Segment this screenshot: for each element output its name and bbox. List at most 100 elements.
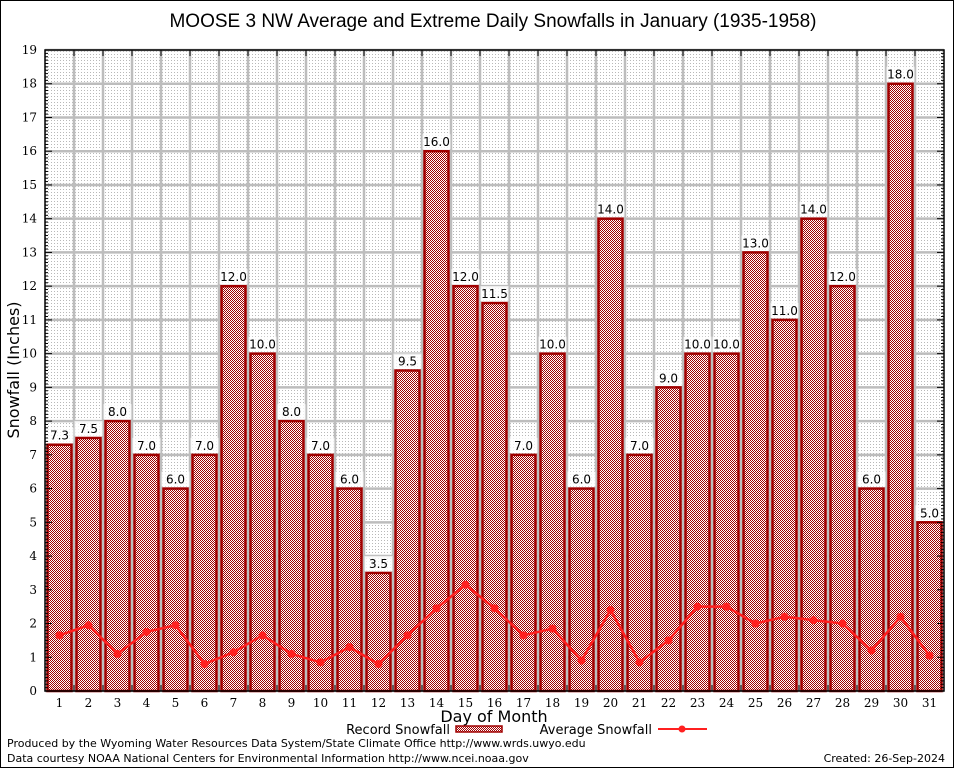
bar-data-label: 14.0 — [597, 203, 624, 217]
bar-data-label: 6.0 — [572, 473, 591, 487]
x-tick-label: 15 — [458, 696, 473, 710]
x-tick-label: 8 — [259, 696, 267, 710]
record-bar — [510, 453, 537, 693]
y-tick-label: 18 — [22, 77, 37, 91]
y-tick-label: 1 — [29, 650, 37, 664]
record-bar — [336, 487, 363, 693]
chart-title: MOOSE 3 NW Average and Extreme Daily Sno… — [169, 11, 816, 32]
record-bar — [46, 443, 73, 693]
bar-data-label: 12.0 — [220, 270, 247, 284]
bar-data-label-bg — [712, 336, 741, 352]
x-tick-label: 31 — [922, 696, 937, 710]
record-bar — [307, 453, 334, 693]
y-tick-label: 16 — [22, 144, 37, 158]
average-point — [780, 612, 789, 621]
y-tick-label: 0 — [29, 684, 37, 698]
bar-data-label: 12.0 — [829, 270, 856, 284]
x-tick-label: 13 — [400, 696, 415, 710]
average-point — [809, 616, 818, 625]
y-tick-label: 5 — [29, 515, 37, 529]
bar-data-label: 18.0 — [887, 68, 914, 82]
average-point — [171, 621, 180, 630]
average-point — [316, 658, 325, 667]
record-bar — [800, 217, 827, 693]
y-tick-label: 8 — [29, 414, 37, 428]
bar-data-label: 11.5 — [481, 287, 508, 301]
y-tick-label: 19 — [22, 43, 37, 57]
y-tick-label: 9 — [29, 380, 37, 394]
bar-data-label: 5.0 — [920, 506, 939, 520]
x-tick-label: 28 — [835, 696, 850, 710]
average-point — [577, 656, 586, 665]
x-tick-label: 10 — [313, 696, 328, 710]
bar-data-label-bg — [248, 336, 277, 352]
average-point — [374, 660, 383, 669]
average-point — [751, 619, 760, 628]
average-point — [606, 606, 615, 615]
record-bar — [684, 352, 711, 693]
x-axis-label: Day of Month — [440, 707, 547, 726]
record-bar — [771, 318, 798, 693]
footer-produced-by: Produced by the Wyoming Water Resources … — [7, 737, 586, 750]
bar-data-label: 10.0 — [713, 338, 740, 352]
average-point — [925, 651, 934, 660]
bar-data-label-bg — [103, 404, 132, 420]
x-tick-label: 26 — [777, 696, 792, 710]
record-bar — [858, 487, 885, 693]
bar-data-label-bg — [596, 201, 625, 217]
average-point — [635, 658, 644, 667]
x-tick-label: 24 — [719, 696, 735, 710]
bar-data-label-bg — [190, 437, 219, 453]
average-point — [838, 619, 847, 628]
bar-data-label-bg — [306, 437, 335, 453]
bar-data-label-bg — [74, 420, 103, 436]
x-tick-label: 29 — [864, 696, 879, 710]
bar-data-label-bg — [335, 471, 364, 487]
bar-data-label: 10.0 — [684, 338, 711, 352]
bar-data-label-bg — [509, 437, 538, 453]
x-tick-label: 23 — [690, 696, 705, 710]
record-bar — [916, 521, 943, 693]
y-axis-label: Snowfall (Inches) — [4, 301, 23, 438]
footer-data-courtesy: Data courtesy NOAA National Centers for … — [7, 752, 529, 765]
average-point — [113, 649, 122, 658]
x-tick-label: 11 — [342, 696, 357, 710]
bar-data-label: 10.0 — [539, 338, 566, 352]
average-point — [519, 631, 528, 640]
x-tick-label: 6 — [201, 696, 209, 710]
record-bar — [713, 352, 740, 693]
y-tick-label: 2 — [29, 617, 37, 631]
x-ticks: 1 2 3 4 5 6 7 8 9 10 11 12 13 14 15 16 17 18 19 20 21 22 23 24 2… — [56, 50, 937, 710]
bar-data-label: 7.0 — [311, 439, 330, 453]
average-point — [896, 612, 905, 621]
bar-data-label-bg — [422, 134, 451, 150]
x-tick-label: 5 — [172, 696, 180, 710]
bar-data-label-bg — [480, 286, 509, 302]
legend: Record Snowfall Average Snowfall — [346, 723, 707, 738]
y-tick-label: 14 — [22, 212, 38, 226]
average-point — [461, 580, 470, 589]
y-tick-label: 11 — [22, 313, 37, 327]
record-bar — [75, 436, 102, 693]
x-tick-label: 19 — [574, 696, 589, 710]
bar-data-label-bg — [625, 437, 654, 453]
x-tick-label: 30 — [893, 696, 908, 710]
bar-data-label-bg — [799, 201, 828, 217]
bar-data-label-bg — [886, 66, 915, 82]
legend-average-marker — [678, 725, 686, 733]
bar-data-label-bg — [915, 505, 944, 521]
average-point — [693, 602, 702, 611]
bar-data-label-bg — [277, 404, 306, 420]
bar-data-label-bg — [45, 427, 74, 443]
footer-created: Created: 26-Sep-2024 — [824, 752, 945, 765]
bar-data-label: 13.0 — [742, 236, 769, 250]
record-bar — [742, 251, 769, 693]
y-tick-label: 17 — [22, 110, 37, 124]
average-point — [722, 602, 731, 611]
x-tick-label: 16 — [487, 696, 502, 710]
y-tick-label: 6 — [29, 482, 37, 496]
bar-data-label: 3.5 — [369, 557, 388, 571]
x-tick-label: 14 — [429, 696, 445, 710]
bar-data-label: 16.0 — [423, 135, 450, 149]
